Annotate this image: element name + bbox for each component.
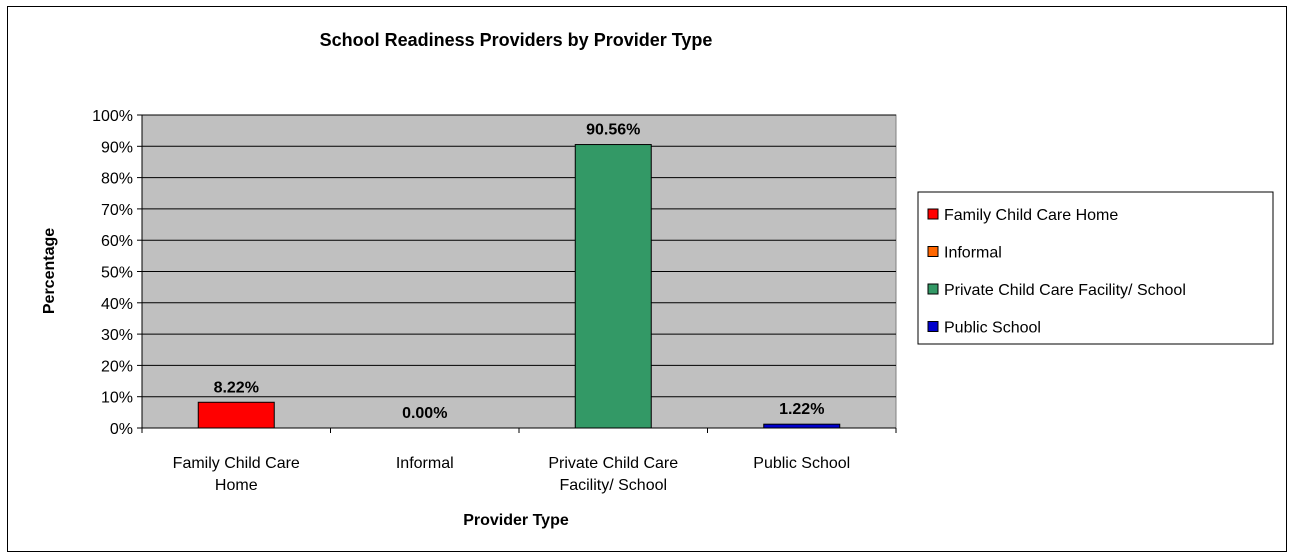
- y-axis-title: Percentage: [41, 228, 58, 314]
- y-tick-label: 80%: [101, 171, 133, 188]
- y-tick-label: 0%: [110, 421, 133, 438]
- data-label: 0.00%: [402, 405, 447, 422]
- y-tick-label: 60%: [101, 233, 133, 250]
- x-tick-label-line: Informal: [396, 455, 454, 472]
- legend-swatch: [927, 283, 939, 295]
- legend: Family Child Care Home Informal Private Ch…: [917, 191, 1274, 345]
- bar: [574, 144, 652, 429]
- y-tick-label: 90%: [101, 139, 133, 156]
- x-tick-label-line: Family Child Care: [173, 455, 300, 472]
- legend-label: Public School: [944, 320, 1041, 337]
- chart-title: School Readiness Providers by Provider T…: [320, 30, 713, 50]
- axes: 0% 10% 20% 30% 40% 50% 60% 70% 80% 90% 100% Family …: [92, 108, 897, 494]
- chart-svg: School Readiness Providers by Provider T…: [41, 30, 1274, 529]
- legend-swatch: [927, 321, 939, 332]
- x-tick-label-line: Private Child Care: [548, 455, 678, 472]
- plot-area: 8.22% 0.00% 90.56% 1.22%: [141, 114, 897, 429]
- x-axis-title: Provider Type: [463, 512, 569, 529]
- data-label: 8.22%: [214, 379, 259, 396]
- legend-box: [917, 191, 1274, 345]
- x-tick-label-line: Home: [215, 477, 258, 494]
- x-tick-label: Family Child Care Home: [173, 455, 300, 494]
- x-tick-label-line: Facility/ School: [559, 477, 667, 494]
- y-tick-label: 100%: [92, 108, 133, 125]
- legend-swatch: [927, 246, 939, 257]
- y-tick-label: 40%: [101, 296, 133, 313]
- chart-frame: School Readiness Providers by Provider T…: [7, 6, 1287, 552]
- x-tick-label: Public School: [753, 455, 850, 472]
- y-tick-label: 10%: [101, 390, 133, 407]
- bar: [763, 423, 841, 429]
- y-tick-label: 70%: [101, 202, 133, 219]
- y-tick-label: 30%: [101, 327, 133, 344]
- x-tick-label: Private Child Care Facility/ School: [548, 455, 678, 494]
- legend-swatch: [927, 208, 939, 220]
- data-label: 1.22%: [779, 401, 824, 418]
- legend-label: Informal: [944, 245, 1002, 262]
- data-label: 90.56%: [586, 122, 640, 139]
- legend-label: Family Child Care Home: [944, 207, 1118, 224]
- y-tick-label: 20%: [101, 358, 133, 375]
- bar: [197, 401, 275, 429]
- x-tick-label-line: Public School: [753, 455, 850, 472]
- x-tick-label: Informal: [396, 455, 454, 472]
- y-tick-label: 50%: [101, 265, 133, 282]
- legend-label: Private Child Care Facility/ School: [944, 282, 1186, 299]
